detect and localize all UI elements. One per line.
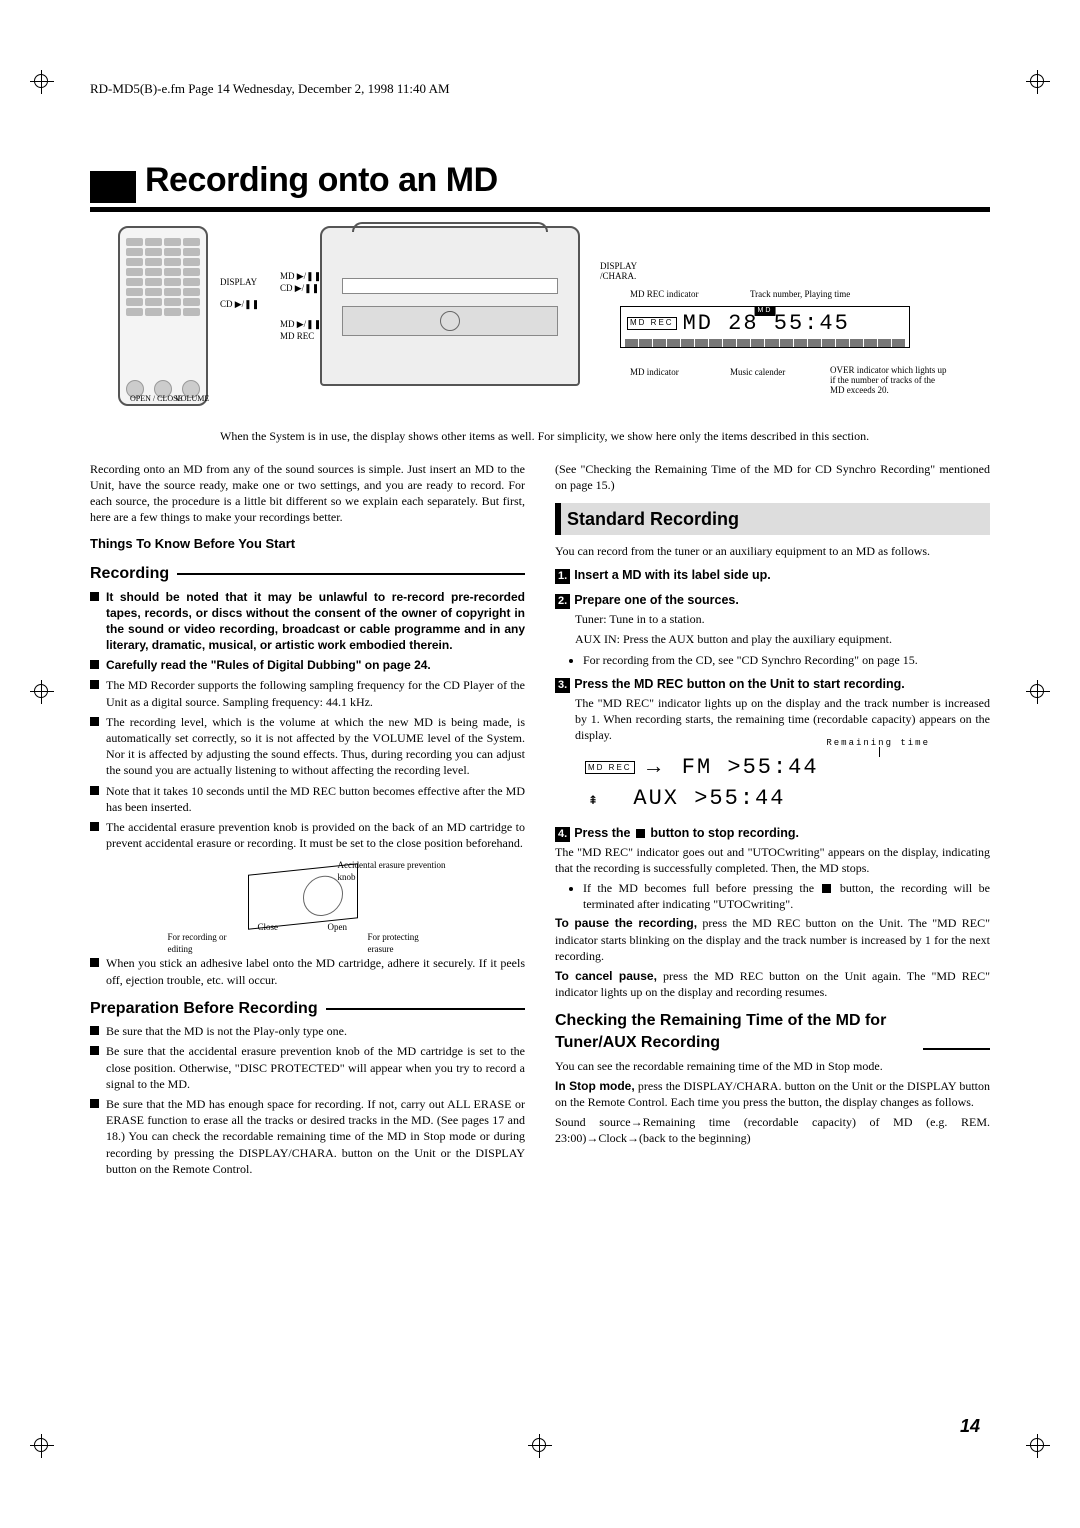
standard-recording-head: Standard Recording [555, 503, 990, 535]
preparation-head: Preparation Before Recording [90, 998, 525, 1020]
check-sequence: Sound source→Remaining time (recordable … [555, 1114, 990, 1146]
step4-bullets: If the MD becomes full before pressing t… [555, 880, 990, 912]
label-md-rec: MD REC [280, 330, 314, 342]
see-reference: (See "Checking the Remaining Time of the… [555, 461, 990, 493]
lcd-example: Remaining time MD REC→ FM >55:44 ⇞ AUX >… [585, 751, 990, 815]
label-cd-play: CD ▶/❚❚ [220, 298, 259, 310]
lcd-line-aux: AUX >55:44 [633, 786, 785, 811]
bullet-rules: Carefully read the "Rules of Digital Dub… [90, 657, 525, 673]
label-close: Close [258, 921, 279, 933]
label-md-indicator: MD indicator [630, 366, 679, 378]
bullet-sampling: The MD Recorder supports the following s… [90, 677, 525, 709]
label-music-calendar: Music calender [730, 366, 785, 378]
bullet-erasure-knob: The accidental erasure prevention knob i… [90, 819, 525, 851]
label-over-indicator: OVER indicator which lights up if the nu… [830, 366, 950, 396]
prep-bullet-2: Be sure that the accidental erasure prev… [90, 1043, 525, 1092]
step-3: 3.Press the MD REC button on the Unit to… [555, 676, 990, 693]
stop-icon [636, 829, 645, 838]
step-2: 2.Prepare one of the sources. [555, 592, 990, 609]
pause-paragraph: To pause the recording, press the MD REC… [555, 915, 990, 964]
label-mdrec-indicator: MD REC indicator [630, 288, 699, 300]
label-knob: Accidental erasure prevention knob [338, 859, 448, 883]
standard-intro: You can record from the tuner or an auxi… [555, 543, 990, 559]
title-block: Recording onto an MD [90, 158, 990, 213]
bullet-adhesive: When you stick an adhesive label onto th… [90, 955, 525, 987]
lcd-line-fm: FM >55:44 [682, 755, 819, 780]
cancel-paragraph: To cancel pause, press the MD REC button… [555, 968, 990, 1000]
step-4: 4.Press the button to stop recording. [555, 825, 990, 842]
bullet-unlawful: It should be noted that it may be unlawf… [90, 589, 525, 654]
step4-body: The "MD REC" indicator goes out and "UTO… [555, 844, 990, 876]
label-for-protect: For protecting erasure [368, 931, 438, 955]
label-for-rec: For recording or editing [168, 931, 238, 955]
unit-illustration [320, 226, 580, 386]
things-to-know-head: Things To Know Before You Start [90, 535, 525, 553]
antenna-icon: ⇞ [585, 789, 603, 811]
label-md-play2: MD ▶/❚❚ [280, 318, 321, 330]
step2-aux: AUX IN: Press the AUX button and play th… [555, 631, 990, 647]
remote-illustration [118, 226, 208, 406]
lcd-display: MD RECMD 28 55:45 MD [620, 306, 910, 348]
label-display: DISPLAY [220, 276, 257, 288]
right-column: (See "Checking the Remaining Time of the… [555, 461, 990, 1181]
bullet-level: The recording level, which is the volume… [90, 714, 525, 779]
lcd-badge: MD REC [627, 317, 677, 330]
check-body1: You can see the recordable remaining tim… [555, 1058, 990, 1074]
left-column: Recording onto an MD from any of the sou… [90, 461, 525, 1181]
bullet-10sec: Note that it takes 10 seconds until the … [90, 783, 525, 815]
lcd-badge-2: MD REC [585, 761, 635, 774]
step2-bullets: For recording from the CD, see "CD Synch… [555, 652, 990, 668]
lcd-md-tag: MD [755, 306, 776, 315]
label-adhesive-bullet: When you stick an adhesive label onto th… [90, 955, 525, 987]
step2-tuner: Tuner: Tune in to a station. [555, 611, 990, 627]
running-header: RD-MD5(B)-e.fm Page 14 Wednesday, Decemb… [90, 80, 990, 98]
label-track: Track number, Playing time [750, 288, 850, 300]
prep-bullet-3: Be sure that the MD has enough space for… [90, 1096, 525, 1177]
page-title: Recording onto an MD [145, 158, 498, 204]
label-cd-play-top: CD ▶/❚❚ [280, 282, 319, 294]
preparation-bullets: Be sure that the MD is not the Play-only… [90, 1023, 525, 1177]
music-calendar-bar [625, 339, 905, 347]
prep-bullet-1: Be sure that the MD is not the Play-only… [90, 1023, 525, 1039]
label-md-play: MD ▶/❚❚ [280, 270, 321, 282]
title-ornament [90, 171, 136, 203]
md-cartridge-figure: Accidental erasure prevention knob Close… [168, 859, 448, 949]
page-number: 14 [960, 1414, 980, 1438]
equipment-diagram: DISPLAY MD ▶/❚❚ CD ▶/❚❚ CD ▶/❚❚ MD ▶/❚❚ … [90, 226, 990, 416]
recording-head: Recording [90, 563, 525, 585]
intro-paragraph: Recording onto an MD from any of the sou… [90, 461, 525, 526]
recording-bullets: It should be noted that it may be unlawf… [90, 589, 525, 852]
label-open: Open [328, 921, 348, 933]
step3-body: The "MD REC" indicator lights up on the … [555, 695, 990, 744]
label-chara: /CHARA. [600, 270, 636, 282]
label-volume: VOLUME [175, 394, 209, 405]
check-remaining-head: Checking the Remaining Time of the MD fo… [555, 1010, 990, 1053]
check-stop-mode: In Stop mode, press the DISPLAY/CHARA. b… [555, 1078, 990, 1110]
step-1: 1.Insert a MD with its label side up. [555, 567, 990, 584]
step2-cd-bullet: For recording from the CD, see "CD Synch… [583, 652, 990, 668]
diagram-caption: When the System is in use, the display s… [220, 428, 970, 444]
step4-full-bullet: If the MD becomes full before pressing t… [583, 880, 990, 912]
